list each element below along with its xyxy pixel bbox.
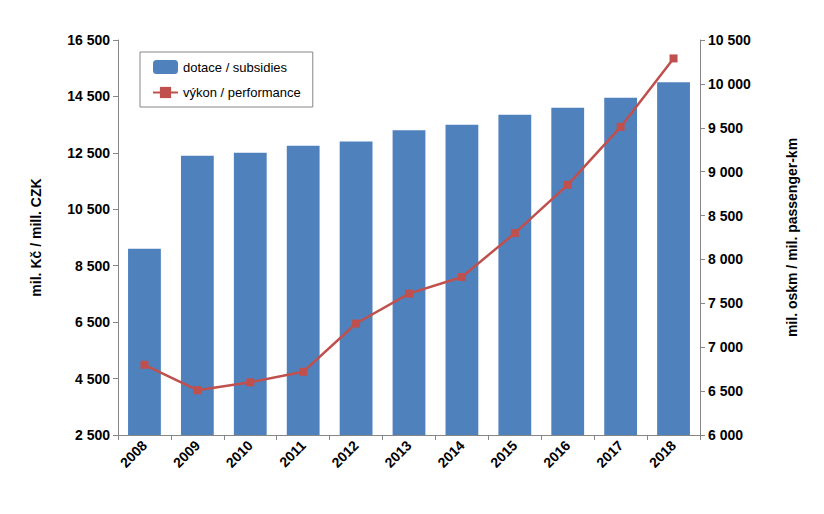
svg-text:9 000: 9 000 — [708, 164, 743, 180]
svg-text:6 000: 6 000 — [708, 427, 743, 443]
svg-text:9 500: 9 500 — [708, 120, 743, 136]
svg-text:2016: 2016 — [540, 437, 573, 470]
svg-text:2014: 2014 — [434, 437, 467, 470]
svg-text:10 000: 10 000 — [708, 76, 751, 92]
svg-text:2018: 2018 — [646, 437, 679, 470]
svg-text:6 500: 6 500 — [75, 314, 110, 330]
svg-text:12 500: 12 500 — [67, 145, 110, 161]
svg-text:7 000: 7 000 — [708, 339, 743, 355]
svg-text:8 000: 8 000 — [708, 251, 743, 267]
svg-text:2012: 2012 — [328, 437, 361, 470]
svg-text:2013: 2013 — [381, 437, 414, 470]
svg-text:2009: 2009 — [170, 437, 203, 470]
svg-text:2011: 2011 — [276, 437, 309, 470]
svg-text:14 500: 14 500 — [67, 88, 110, 104]
svg-text:6 500: 6 500 — [708, 383, 743, 399]
svg-text:8 500: 8 500 — [708, 208, 743, 224]
svg-text:10 500: 10 500 — [708, 32, 751, 48]
svg-text:8 500: 8 500 — [75, 258, 110, 274]
svg-text:16 500: 16 500 — [67, 32, 110, 48]
svg-text:mil. oskm / mil. passenger-km: mil. oskm / mil. passenger-km — [784, 138, 800, 337]
svg-text:výkon / performance: výkon / performance — [183, 85, 301, 100]
svg-text:7 500: 7 500 — [708, 295, 743, 311]
svg-text:dotace / subsidies: dotace / subsidies — [183, 60, 288, 75]
svg-text:2017: 2017 — [593, 437, 626, 470]
svg-text:mil. Kč / mill. CZK: mil. Kč / mill. CZK — [28, 178, 44, 296]
svg-text:2010: 2010 — [223, 437, 256, 470]
svg-text:2015: 2015 — [487, 437, 520, 470]
svg-text:4 500: 4 500 — [75, 371, 110, 387]
svg-text:2 500: 2 500 — [75, 427, 110, 443]
svg-text:2008: 2008 — [117, 437, 150, 470]
svg-text:10 500: 10 500 — [67, 201, 110, 217]
